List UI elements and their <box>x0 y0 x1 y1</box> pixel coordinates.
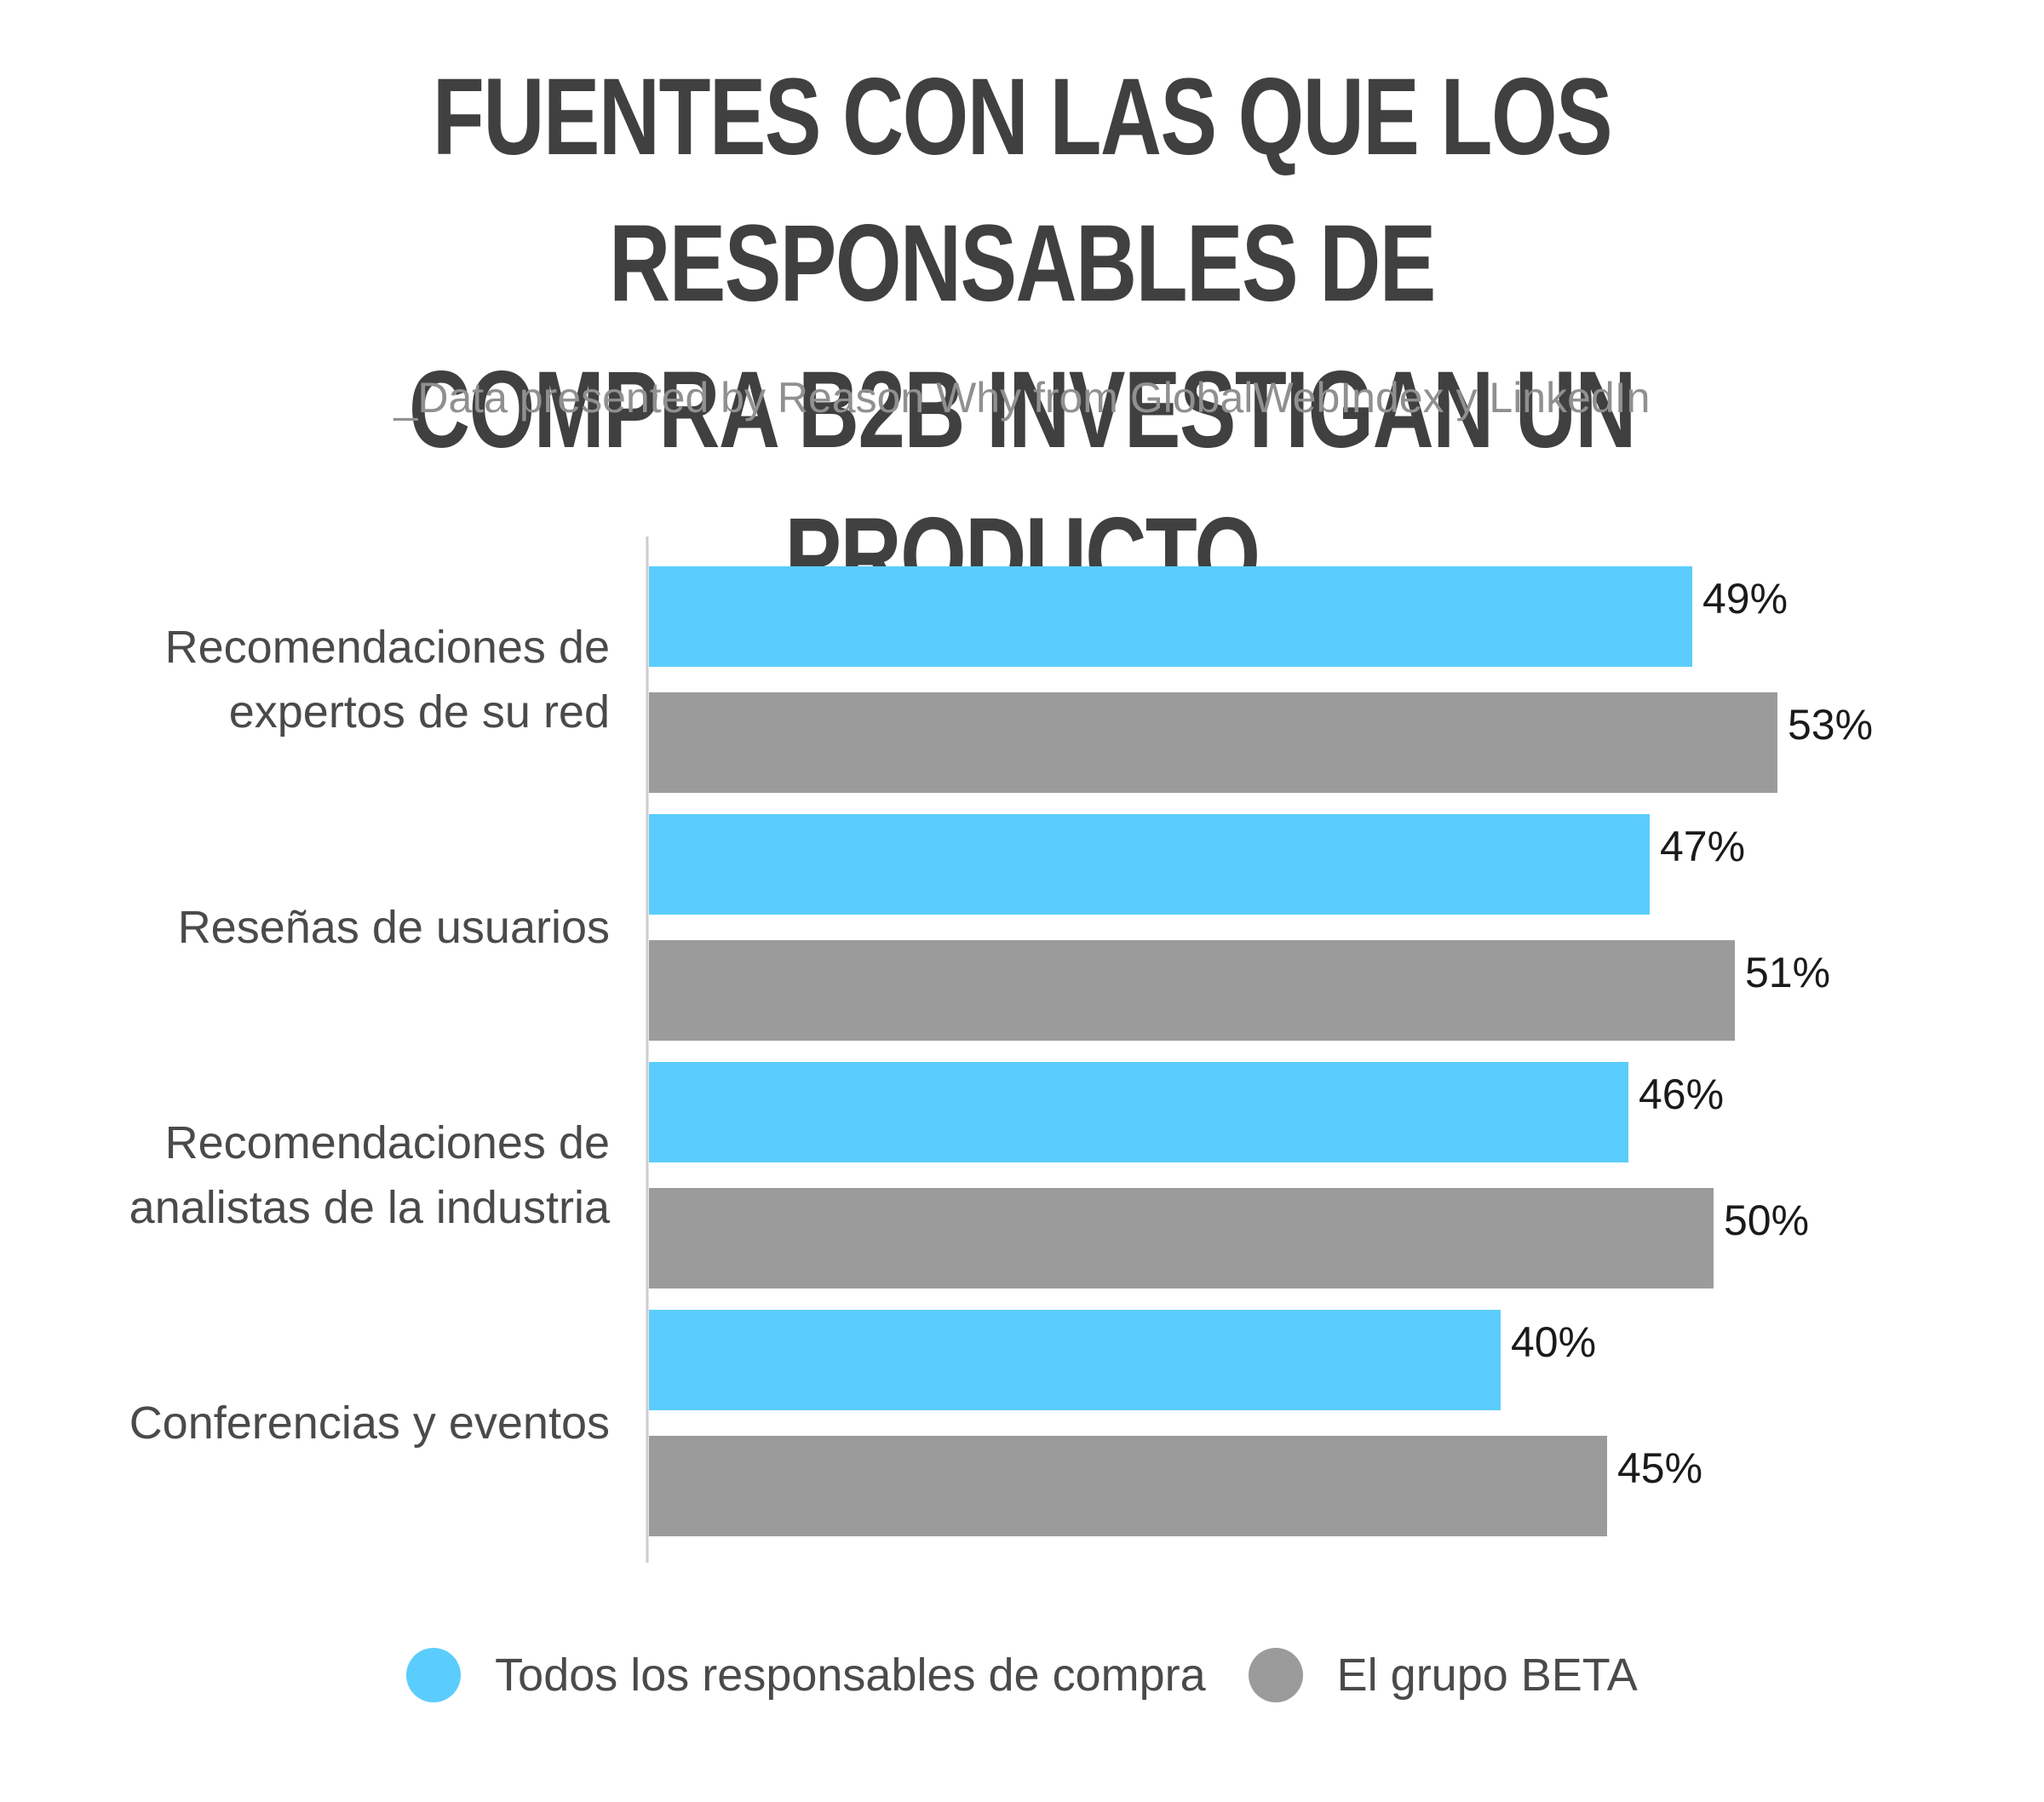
data-label: 49% <box>1702 575 1788 623</box>
legend-item-series-1: Todos los responsables de compra <box>406 1648 1206 1702</box>
category-label-line: analistas de la industria <box>129 1182 611 1233</box>
category-label-line: Recomendaciones de <box>165 1117 610 1168</box>
legend-label-series-1: Todos los responsables de compra <box>495 1650 1206 1701</box>
chart-subtitle: _Data presented by Reason Why from Globa… <box>393 374 1651 422</box>
legend-item-series-2: El grupo BETA <box>1248 1648 1638 1702</box>
category-label: Recomendaciones de expertos de su red <box>165 622 610 737</box>
category-label: Recomendaciones de analistas de la indust… <box>129 1117 611 1233</box>
bar-series-1 <box>649 1062 1628 1162</box>
category-label-line: Conferencias y eventos <box>129 1397 610 1449</box>
legend-swatch-series-1 <box>406 1648 462 1702</box>
bar-series-2 <box>649 692 1777 793</box>
data-label: 47% <box>1660 823 1745 870</box>
legend: Todos los responsables de compra El grup… <box>0 1648 2044 1702</box>
bar-series-1 <box>649 566 1692 667</box>
category-label: Conferencias y eventos <box>129 1397 610 1449</box>
legend-swatch-series-2 <box>1248 1648 1303 1702</box>
data-label: 51% <box>1745 949 1830 996</box>
category-label-line: Reseñas de usuarios <box>178 902 610 953</box>
data-label: 50% <box>1724 1197 1809 1244</box>
category-label: Reseñas de usuarios <box>178 902 610 953</box>
data-label: 53% <box>1788 701 1873 749</box>
bar-series-1 <box>649 814 1650 915</box>
bar-series-2 <box>649 1188 1714 1288</box>
category-label-line: Recomendaciones de <box>165 622 610 673</box>
chart-title: FUENTES CON LAS QUE LOS RESPONSABLES DE … <box>409 56 1636 617</box>
bar-series-2 <box>649 1436 1607 1536</box>
legend-label-series-2: El grupo BETA <box>1336 1650 1638 1701</box>
data-label: 40% <box>1511 1318 1596 1366</box>
category-label-line: expertos de su red <box>229 686 610 737</box>
bar-series-2 <box>649 940 1735 1041</box>
data-label: 46% <box>1639 1070 1724 1118</box>
bar-series-1 <box>649 1310 1501 1410</box>
data-label: 45% <box>1617 1444 1702 1492</box>
